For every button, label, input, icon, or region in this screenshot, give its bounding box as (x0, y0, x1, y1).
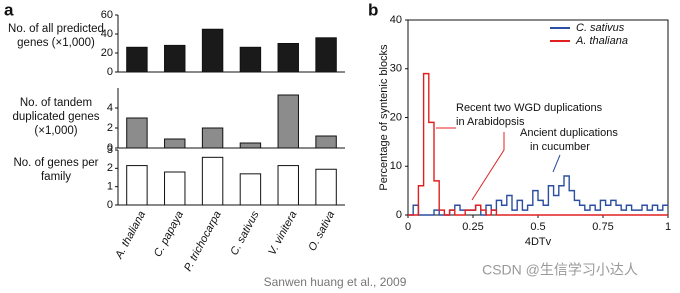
annotation: in Arabidopsis (456, 116, 525, 128)
y-tick-label: 2 (107, 162, 113, 174)
annotation-arrows (436, 127, 561, 201)
bar (315, 37, 337, 73)
y-tick-label: 40 (101, 28, 113, 40)
y-tick-label: 0 (396, 209, 402, 221)
y-tick-label: 20 (390, 111, 402, 123)
x-tick-label: V. vinitera (266, 209, 299, 257)
x-tick-label: C. papaya (152, 209, 186, 259)
arrow (471, 132, 505, 201)
y-tick-label: 0 (107, 199, 113, 211)
plot-frame (407, 19, 669, 216)
legend-label: A. thaliana (575, 35, 628, 47)
x-tick-label: 0.25 (462, 221, 483, 233)
bar (126, 165, 148, 206)
y-tick-label: 60 (101, 9, 113, 21)
x-tick-label: 1 (665, 221, 671, 233)
bar (239, 46, 262, 73)
series-line (408, 72, 668, 216)
caption: Sanwen huang et al., 2009 (264, 275, 407, 289)
bar (239, 142, 262, 149)
y-tick-label: 2 (107, 122, 113, 134)
bar (126, 46, 148, 73)
row-label: No. of tandem duplicated genes (×1,000) (12, 97, 100, 137)
y-tick-label: 30 (390, 63, 402, 75)
x-tick-label: C. sativus (228, 209, 262, 258)
y-tick-label: 3 (107, 144, 113, 156)
y-tick-label: 10 (390, 160, 402, 172)
row-label: No. of all predicted genes (×1,000) (8, 22, 104, 49)
x-tick-label: 0.75 (592, 221, 613, 233)
row-label: No. of genes per family (13, 156, 99, 183)
series-line (408, 175, 668, 216)
legend-label: C. sativus (576, 22, 625, 34)
y-tick-label: 4 (107, 102, 113, 114)
bar (201, 28, 224, 73)
bar (201, 156, 224, 206)
bar (277, 165, 299, 206)
panel-label: b (368, 0, 378, 19)
x-tick-label: 0 (405, 221, 411, 233)
bar (126, 117, 148, 149)
y-tick-label: 40 (390, 14, 402, 26)
bar (315, 135, 337, 149)
annotation: in cucumber (530, 141, 590, 153)
bar (277, 43, 299, 73)
annotation: Ancient duplications (520, 127, 618, 139)
x-tick-label: O. sativa (306, 209, 337, 253)
x-tick-label: A. thaliana (113, 209, 148, 261)
x-axis-label: 4DTv (525, 236, 552, 248)
arrow (552, 154, 561, 173)
bar (201, 127, 224, 149)
y-tick-label: 0 (107, 142, 113, 154)
watermark: CSDN @生信学习小达人 (482, 262, 638, 278)
panel-label: a (4, 0, 14, 19)
bar (164, 171, 186, 206)
y-axis-label: Percentage of syntenic blocks (378, 44, 390, 191)
x-tick-label: P. trichocarpa (182, 209, 224, 273)
bar (277, 94, 299, 149)
x-tick-label: 0.5 (530, 221, 545, 233)
bar (164, 44, 186, 73)
bar (239, 173, 262, 206)
y-tick-label: 1 (107, 181, 113, 193)
annotation: Recent two WGD duplications (456, 102, 603, 114)
y-tick-label: 20 (101, 47, 113, 59)
bar (164, 138, 186, 149)
bar (315, 168, 337, 206)
y-tick-label: 0 (107, 66, 113, 78)
